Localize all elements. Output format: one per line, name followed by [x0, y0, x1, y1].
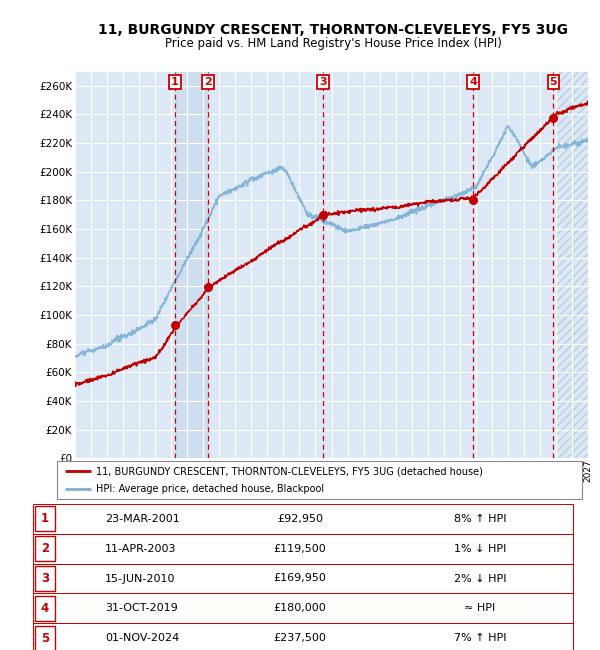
Text: 2: 2 [41, 542, 49, 555]
Text: ≈ HPI: ≈ HPI [464, 603, 496, 614]
Text: 7% ↑ HPI: 7% ↑ HPI [454, 633, 506, 644]
Text: 4: 4 [41, 602, 49, 615]
Text: 2% ↓ HPI: 2% ↓ HPI [454, 573, 506, 584]
Text: 8% ↑ HPI: 8% ↑ HPI [454, 514, 506, 524]
Text: 31-OCT-2019: 31-OCT-2019 [105, 603, 178, 614]
Text: 23-MAR-2001: 23-MAR-2001 [105, 514, 180, 524]
Bar [175, 72, 208, 458]
Text: 3: 3 [319, 77, 326, 87]
Text: £180,000: £180,000 [274, 603, 326, 614]
Text: 1: 1 [171, 77, 179, 87]
Bar [556, 72, 588, 458]
Text: £119,500: £119,500 [274, 543, 326, 554]
Text: 5: 5 [550, 77, 557, 87]
Text: £169,950: £169,950 [274, 573, 326, 584]
Text: 1% ↓ HPI: 1% ↓ HPI [454, 543, 506, 554]
Text: 11-APR-2003: 11-APR-2003 [105, 543, 176, 554]
Text: 4: 4 [469, 77, 477, 87]
Text: £92,950: £92,950 [277, 514, 323, 524]
Text: 3: 3 [41, 572, 49, 585]
Text: 11, BURGUNDY CRESCENT, THORNTON-CLEVELEYS, FY5 3UG (detached house): 11, BURGUNDY CRESCENT, THORNTON-CLEVELEY… [97, 467, 483, 476]
Text: HPI: Average price, detached house, Blackpool: HPI: Average price, detached house, Blac… [97, 484, 325, 494]
Text: Price paid vs. HM Land Registry's House Price Index (HPI): Price paid vs. HM Land Registry's House … [164, 37, 502, 50]
Text: 5: 5 [41, 632, 49, 645]
Text: 2: 2 [204, 77, 212, 87]
Text: £237,500: £237,500 [274, 633, 326, 644]
Text: 11, BURGUNDY CRESCENT, THORNTON-CLEVELEYS, FY5 3UG: 11, BURGUNDY CRESCENT, THORNTON-CLEVELEY… [98, 23, 568, 37]
Text: 15-JUN-2010: 15-JUN-2010 [105, 573, 176, 584]
Text: 01-NOV-2024: 01-NOV-2024 [105, 633, 179, 644]
Text: 1: 1 [41, 512, 49, 525]
